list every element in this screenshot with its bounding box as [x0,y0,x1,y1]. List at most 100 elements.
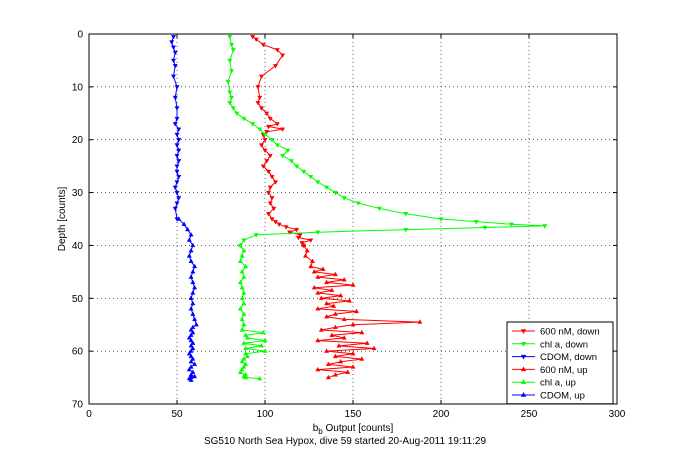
data-point [241,321,247,327]
y-tick-label: 60 [72,347,84,358]
data-point [329,332,335,337]
data-point [258,74,264,80]
data-point [315,274,321,279]
data-point [269,196,275,201]
data-point [331,303,337,308]
data-point [253,233,259,238]
data-point [241,274,247,279]
data-point [169,40,175,45]
data-point [346,298,352,303]
data-point [266,212,272,217]
data-point [355,201,361,206]
data-point [350,364,356,369]
data-point [239,316,245,322]
data-point [262,138,268,143]
data-point [188,343,194,348]
data-point [338,292,344,298]
data-point [257,375,263,381]
legend-label: chl a, up [540,378,576,389]
data-point [264,130,270,135]
data-point [324,348,330,353]
data-point [417,319,423,324]
data-point [239,295,245,300]
legend-entry: CDOM, up [512,391,585,402]
legend-entry: 600 nM, up [512,365,588,376]
data-point [174,153,180,159]
data-point [227,58,233,64]
data-point [345,369,351,374]
data-point [257,127,263,132]
data-point [227,101,233,106]
data-point [325,361,331,366]
data-point [225,79,231,85]
data-point [241,300,247,306]
data-point [364,340,370,345]
data-point [239,358,245,364]
data-point [241,364,247,369]
legend-label: 600 nM, down [540,327,600,338]
data-point [192,263,198,269]
data-point [188,232,194,237]
data-point [269,175,275,180]
data-point [241,247,247,253]
data-point [243,361,249,366]
data-point [287,230,293,236]
data-point [266,190,272,196]
data-point [172,122,178,127]
data-point [318,295,324,300]
data-point [237,279,243,285]
data-point [403,212,409,217]
data-point [308,263,314,269]
data-point [332,372,338,377]
data-point [274,122,280,127]
data-point [274,143,280,148]
data-point [267,153,273,159]
data-point [170,74,176,80]
data-point [190,340,196,345]
data-point [186,366,192,372]
data-point [188,364,194,369]
data-point [258,343,264,348]
data-point [239,269,245,274]
data-point [269,138,275,143]
data-point [190,279,196,285]
x-axis-title-subscript: b [318,427,323,436]
data-point [271,206,277,212]
x-tick-label: 200 [433,409,450,420]
data-point [283,225,289,230]
data-point [186,335,192,340]
data-point [170,45,176,51]
data-point [174,106,180,111]
legend-marker [520,366,527,372]
data-point [192,316,198,322]
data-point [188,337,194,343]
data-point [318,327,324,332]
x-axis-title-main: b [313,423,319,434]
data-point [237,258,243,263]
data-point [243,263,249,269]
data-point [267,201,273,206]
data-point [190,269,196,274]
data-point [190,345,196,351]
data-point [304,247,310,253]
y-axis-title: Depth [counts] [57,187,68,252]
data-point [229,95,235,101]
data-point [176,159,182,164]
data-point [288,159,294,164]
legend-label: 600 nM, up [540,365,588,376]
data-point [241,290,247,295]
data-point [336,343,342,348]
series-layer [169,35,548,382]
data-point [438,217,444,222]
data-point [244,353,250,359]
y-tick-label: 0 [77,30,83,41]
data-point [280,153,286,159]
data-point [193,321,199,327]
data-point [324,300,330,306]
legend-marker [520,354,527,360]
data-point [188,327,194,332]
y-tick-label: 70 [72,400,84,411]
series-chl-a-down [225,35,548,249]
data-point [243,374,249,380]
data-point [273,64,279,69]
